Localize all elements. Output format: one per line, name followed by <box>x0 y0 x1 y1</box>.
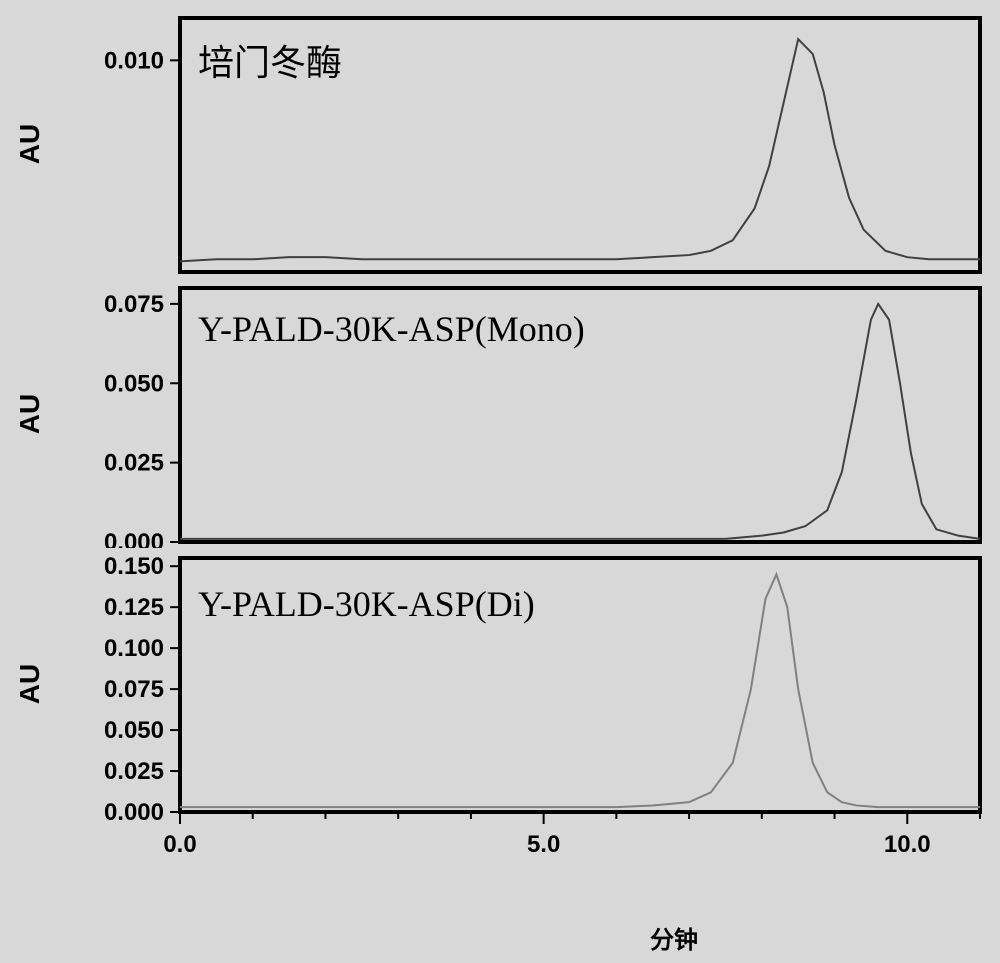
panel-2-plot: 0.000 0.025 0.050 0.075 <box>0 278 1000 548</box>
svg-text:10.0: 10.0 <box>884 831 931 858</box>
svg-text:0.000: 0.000 <box>104 799 164 826</box>
chromatogram-figure: { "figure": { "background_color": "#d8d8… <box>0 0 1000 963</box>
panel-1-plot: 0.010 <box>0 8 1000 278</box>
svg-text:0.150: 0.150 <box>104 553 164 580</box>
svg-text:0.075: 0.075 <box>104 291 164 318</box>
svg-text:0.050: 0.050 <box>104 370 164 397</box>
x-axis-label: 分钟 <box>650 920 698 955</box>
svg-text:0.010: 0.010 <box>104 47 164 74</box>
panel-3-plot: 0.000 0.025 0.050 0.075 0.100 0.125 0.150 0.0 5.… <box>0 548 1000 880</box>
panel-3: AU Y-PALD-30K-ASP(Di) 0.0000.0250.0500.0… <box>0 548 1000 880</box>
panel-1: AU 培门冬酶 0.010 <box>0 8 1000 278</box>
svg-text:0.075: 0.075 <box>104 676 164 703</box>
svg-text:0.125: 0.125 <box>104 594 164 621</box>
svg-text:0.0: 0.0 <box>163 831 196 858</box>
svg-text:5.0: 5.0 <box>527 831 560 858</box>
svg-text:0.025: 0.025 <box>104 450 164 477</box>
svg-text:0.000: 0.000 <box>104 529 164 548</box>
panel-2: AU Y-PALD-30K-ASP(Mono) 0.0000.0250.0500… <box>0 278 1000 548</box>
svg-text:0.100: 0.100 <box>104 635 164 662</box>
svg-text:0.050: 0.050 <box>104 717 164 744</box>
svg-text:0.025: 0.025 <box>104 758 164 785</box>
